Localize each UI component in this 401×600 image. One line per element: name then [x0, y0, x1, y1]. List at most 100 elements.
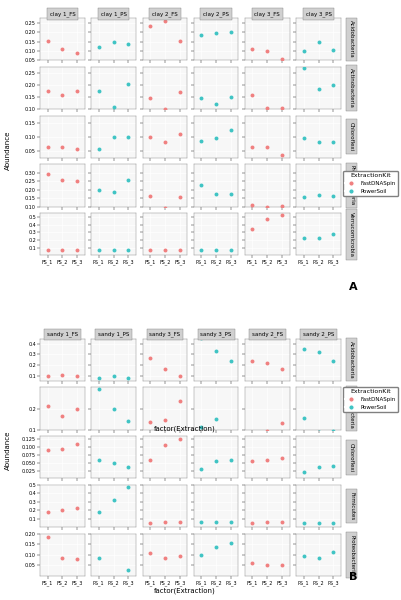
Point — [147, 455, 153, 464]
Title: sandy 3_PS: sandy 3_PS — [200, 332, 232, 337]
Point — [74, 554, 81, 564]
Point — [300, 133, 307, 143]
Point — [279, 453, 286, 463]
Point — [95, 507, 102, 517]
Point — [213, 245, 219, 255]
Point — [45, 445, 51, 455]
Point — [330, 461, 336, 471]
Point — [228, 189, 234, 199]
Point — [74, 176, 81, 186]
Point — [162, 415, 168, 425]
Title: sandy 2_PS: sandy 2_PS — [303, 332, 334, 337]
Point — [264, 214, 271, 224]
Point — [45, 245, 51, 255]
Point — [125, 482, 132, 491]
Text: B: B — [349, 572, 357, 582]
Point — [162, 203, 168, 212]
Point — [228, 455, 234, 464]
Point — [59, 245, 66, 255]
Text: factor(Extraction): factor(Extraction) — [154, 426, 215, 432]
Point — [147, 418, 153, 427]
Point — [300, 551, 307, 560]
Point — [213, 133, 219, 143]
Point — [228, 92, 234, 102]
Point — [315, 553, 322, 563]
Title: clay 1_FS: clay 1_FS — [49, 11, 75, 17]
Title: sandy 1_FS: sandy 1_FS — [47, 332, 78, 337]
Point — [330, 80, 336, 90]
Y-axis label: Firmicutes: Firmicutes — [349, 492, 354, 520]
Point — [300, 46, 307, 56]
Point — [110, 187, 117, 197]
Point — [315, 37, 322, 46]
Point — [147, 353, 153, 362]
Point — [249, 356, 256, 366]
Title: sandy 2_FS: sandy 2_FS — [252, 332, 283, 337]
Point — [315, 233, 322, 242]
Point — [279, 364, 286, 374]
Point — [74, 439, 81, 449]
Point — [315, 347, 322, 357]
Point — [198, 94, 205, 103]
Point — [110, 102, 117, 112]
Point — [95, 245, 102, 255]
Point — [162, 137, 168, 147]
Point — [147, 548, 153, 557]
Point — [300, 467, 307, 477]
Point — [315, 84, 322, 94]
Point — [198, 517, 205, 527]
Point — [315, 190, 322, 200]
Point — [279, 201, 286, 211]
Text: A: A — [349, 282, 358, 292]
Point — [125, 79, 132, 89]
Point — [315, 463, 322, 472]
Point — [279, 419, 286, 428]
Point — [213, 542, 219, 552]
Point — [300, 233, 307, 243]
Point — [162, 517, 168, 527]
Point — [59, 553, 66, 563]
Point — [300, 518, 307, 527]
Point — [264, 560, 271, 570]
Point — [249, 200, 256, 210]
Point — [147, 94, 153, 103]
Point — [162, 553, 168, 563]
Point — [176, 88, 183, 97]
Point — [330, 547, 336, 556]
Point — [228, 428, 234, 437]
Point — [213, 517, 219, 527]
Point — [264, 359, 271, 368]
Point — [198, 464, 205, 474]
Point — [45, 36, 51, 46]
Point — [249, 457, 256, 466]
Point — [300, 192, 307, 202]
Point — [59, 175, 66, 184]
Point — [74, 404, 81, 413]
Point — [249, 224, 256, 234]
Title: clay 3_PS: clay 3_PS — [306, 11, 332, 17]
Point — [249, 428, 256, 437]
Title: clay 3_FS: clay 3_FS — [255, 11, 280, 17]
Point — [330, 229, 336, 239]
Point — [249, 518, 256, 527]
Point — [279, 150, 286, 160]
Point — [162, 245, 168, 255]
Point — [228, 245, 234, 255]
Point — [315, 137, 322, 147]
Point — [213, 457, 219, 466]
Point — [95, 43, 102, 52]
Point — [45, 371, 51, 381]
Point — [95, 145, 102, 154]
Point — [95, 385, 102, 394]
Point — [95, 455, 102, 464]
Legend: FastDNASpin, PowerSoil: FastDNASpin, PowerSoil — [343, 171, 398, 196]
Y-axis label: Verrucomicrobia: Verrucomicrobia — [349, 212, 354, 257]
Text: Abundance: Abundance — [5, 430, 11, 470]
Point — [264, 426, 271, 436]
Point — [300, 413, 307, 423]
Point — [228, 125, 234, 134]
Point — [74, 245, 81, 255]
Point — [74, 503, 81, 513]
Point — [125, 565, 132, 574]
Point — [279, 560, 286, 570]
